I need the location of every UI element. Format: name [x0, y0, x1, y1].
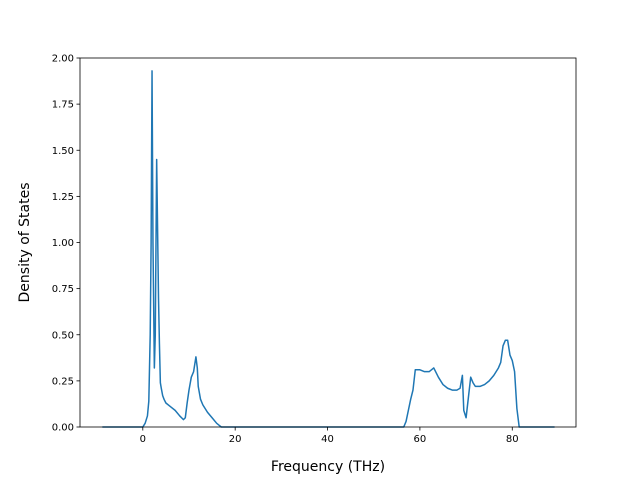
- y-tick-label: 1.25: [52, 192, 74, 203]
- tick-layer: 0 20 40 60 80 0.00 0.25 0.50 0.75 1.00 1.25 1.50 1.7…: [52, 54, 519, 445]
- x-tick-label: 20: [229, 434, 242, 445]
- y-tick-label: 0.00: [52, 423, 74, 434]
- y-tick-label: 1.00: [52, 238, 74, 249]
- y-tick-label: 0.75: [52, 284, 74, 295]
- y-tick-label: 1.75: [52, 100, 74, 111]
- y-axis-title: Density of States: [17, 183, 33, 303]
- x-tick-label: 60: [414, 434, 427, 445]
- y-tick-label: 0.25: [52, 376, 74, 387]
- y-tick-label: 0.50: [52, 330, 74, 341]
- axes-frame: [79, 57, 577, 428]
- x-tick-label: 80: [506, 434, 519, 445]
- x-axis-title: Frequency (THz): [271, 459, 385, 475]
- y-tick-label: 2.00: [52, 54, 74, 65]
- axes-background: [80, 58, 576, 427]
- y-tick-label: 1.50: [52, 146, 74, 157]
- x-tick-label: 40: [321, 434, 334, 445]
- x-tick-label: 0: [140, 434, 146, 445]
